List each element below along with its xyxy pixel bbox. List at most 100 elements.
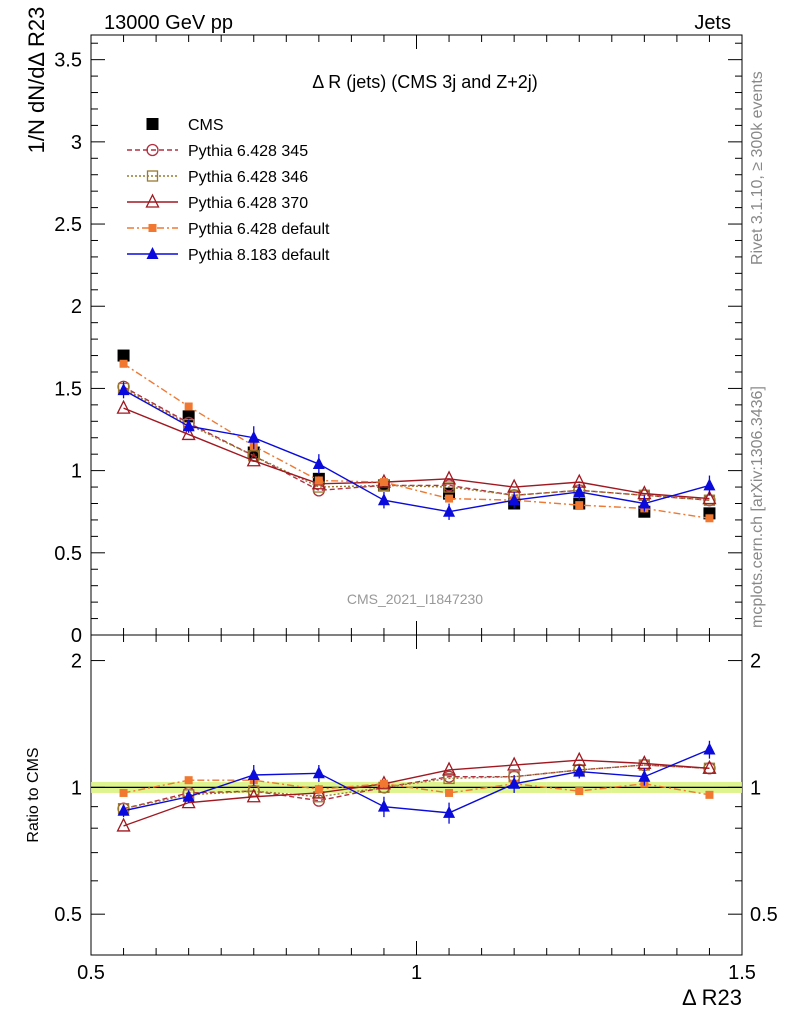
series-3-ratio-point <box>314 785 323 794</box>
series-3-point <box>705 514 714 523</box>
legend-marker <box>148 224 157 232</box>
ratio-y-axis-title: Ratio to CMS <box>25 747 42 842</box>
series-4-ratio-line <box>123 748 710 814</box>
legend-label: Pythia 6.428 370 <box>188 195 308 212</box>
series-4-ratio-point <box>638 769 651 782</box>
legend-label: Pythia 8.183 default <box>188 247 330 264</box>
series-4-ratio-point <box>117 803 130 816</box>
main-y-tick-label: 1.5 <box>54 378 82 400</box>
main-y-tick-label: 0 <box>71 625 82 647</box>
x-tick-label: 0.5 <box>77 962 105 984</box>
series-2-line <box>123 407 710 500</box>
x-tick-label: 1 <box>411 962 422 984</box>
series-4-ratio-point <box>312 766 325 779</box>
legend-marker <box>146 247 159 259</box>
ratio-y-tick-label-right: 0.5 <box>750 904 778 926</box>
side-label-top: Rivet 3.1.10, ≥ 300k events <box>749 71 766 265</box>
series-4-point <box>247 430 260 443</box>
energy-label: 13000 GeV pp <box>104 12 233 34</box>
series-2-ratio-point <box>441 761 457 776</box>
legend-marker <box>146 170 159 182</box>
series-4-point <box>117 383 130 396</box>
series-3-ratio-point <box>119 788 128 797</box>
series-3-ratio-point <box>184 776 193 785</box>
legend-marker <box>146 118 159 130</box>
series-3-ratio-point <box>445 788 454 797</box>
legend-marker <box>146 143 159 157</box>
series-4-ratio-point <box>377 799 390 812</box>
series-4-point <box>312 457 325 470</box>
series-2-ratio-point <box>246 788 261 803</box>
series-3-point <box>314 476 323 485</box>
cms-data-point <box>117 349 130 362</box>
series-2-point <box>702 490 717 505</box>
main-y-tick-label: 3.5 <box>54 50 82 72</box>
series-4-ratio-point <box>182 789 195 802</box>
series-4-point <box>182 419 195 432</box>
x-axis-title: Δ R23 <box>682 985 742 1010</box>
series-1-line <box>123 387 710 501</box>
series-2-ratio-point <box>702 759 717 774</box>
ratio-y-tick-label: 2 <box>71 651 82 673</box>
series-1-ratio-point <box>443 772 455 785</box>
series-4-ratio-point <box>573 764 586 777</box>
series-3-point <box>119 359 128 368</box>
x-tick-label: 1.5 <box>728 962 756 984</box>
series-1-point <box>443 481 455 493</box>
series-4-point <box>508 493 521 506</box>
series-4-ratio-point <box>703 742 716 755</box>
series-4-ratio-point <box>443 805 456 818</box>
main-y-tick-label: 2 <box>71 296 82 318</box>
ratio-y-tick-label-right: 2 <box>750 651 761 673</box>
series-3-ratio-point <box>705 790 714 799</box>
watermark: CMS_2021_I1847230 <box>347 591 483 607</box>
main-y-tick-label: 3 <box>71 132 82 154</box>
chart-title: Δ R (jets) (CMS 3j and Z+2j) <box>312 72 538 92</box>
series-2-ratio-line <box>123 759 710 827</box>
legend-label: CMS <box>188 117 224 134</box>
series-4-ratio-point <box>508 776 521 789</box>
series-0-ratio-line <box>123 764 710 810</box>
series-4-line <box>123 389 710 513</box>
series-4-point <box>443 504 456 517</box>
ratio-y-axis-title-text: Ratio to CMS <box>25 747 42 842</box>
series-2-point <box>181 425 196 441</box>
axis-layer: 0.5 1 1.5 0 0.5 1 1.5 2 2.5 3 3.5 0.5 0.5 1 1 2 2 <box>54 35 778 984</box>
series-layer <box>116 349 717 832</box>
process-label: Jets <box>694 12 731 34</box>
series-2-ratio-point <box>116 817 131 832</box>
main-y-tick-label: 2.5 <box>54 214 82 236</box>
series-2-point <box>116 399 131 414</box>
legend: CMS Pythia 6.428 345 Pythia 6.428 346 Pythi… <box>127 117 330 264</box>
series-3-line <box>123 363 710 519</box>
series-2-ratio-point <box>572 751 587 766</box>
main-y-tick-label: 1 <box>71 461 82 483</box>
series-2-ratio-point <box>507 756 522 771</box>
legend-label: Pythia 6.428 default <box>188 221 330 238</box>
series-4-point <box>377 493 390 506</box>
series-3-ratio-point <box>379 779 388 788</box>
series-2-point <box>246 452 261 467</box>
ratio-y-tick-label-right: 1 <box>750 777 761 799</box>
legend-label: Pythia 6.428 345 <box>188 143 308 160</box>
series-3-ratio-point <box>575 787 584 796</box>
main-y-axis-title-text: 1/N dN/dΔ R23 <box>24 7 49 154</box>
series-4-point <box>573 484 586 497</box>
legend-marker <box>145 193 160 208</box>
legend-label: Pythia 6.428 346 <box>188 169 308 186</box>
series-3-point <box>184 402 193 411</box>
main-y-axis-title: 1/N dN/dΔ R23 <box>24 7 49 154</box>
main-y-tick-label: 0.5 <box>54 543 82 565</box>
series-4-point <box>638 496 651 509</box>
series-3-point <box>379 478 388 487</box>
series-2-point <box>441 470 457 485</box>
series-3-point <box>575 501 584 510</box>
side-label-bottom: mcplots.cern.ch [arXiv:1306.3436] <box>749 386 766 628</box>
ratio-y-tick-label: 0.5 <box>54 904 82 926</box>
series-4-ratio-point <box>247 767 260 780</box>
series-3-point <box>445 494 454 503</box>
series-3-ratio-line <box>123 779 710 796</box>
series-4-point <box>703 478 716 491</box>
ratio-y-tick-label: 1 <box>71 777 82 799</box>
